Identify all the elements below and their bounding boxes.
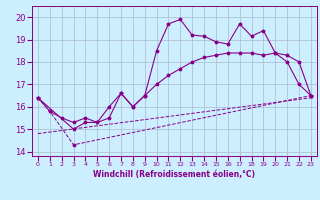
X-axis label: Windchill (Refroidissement éolien,°C): Windchill (Refroidissement éolien,°C) [93,170,255,179]
